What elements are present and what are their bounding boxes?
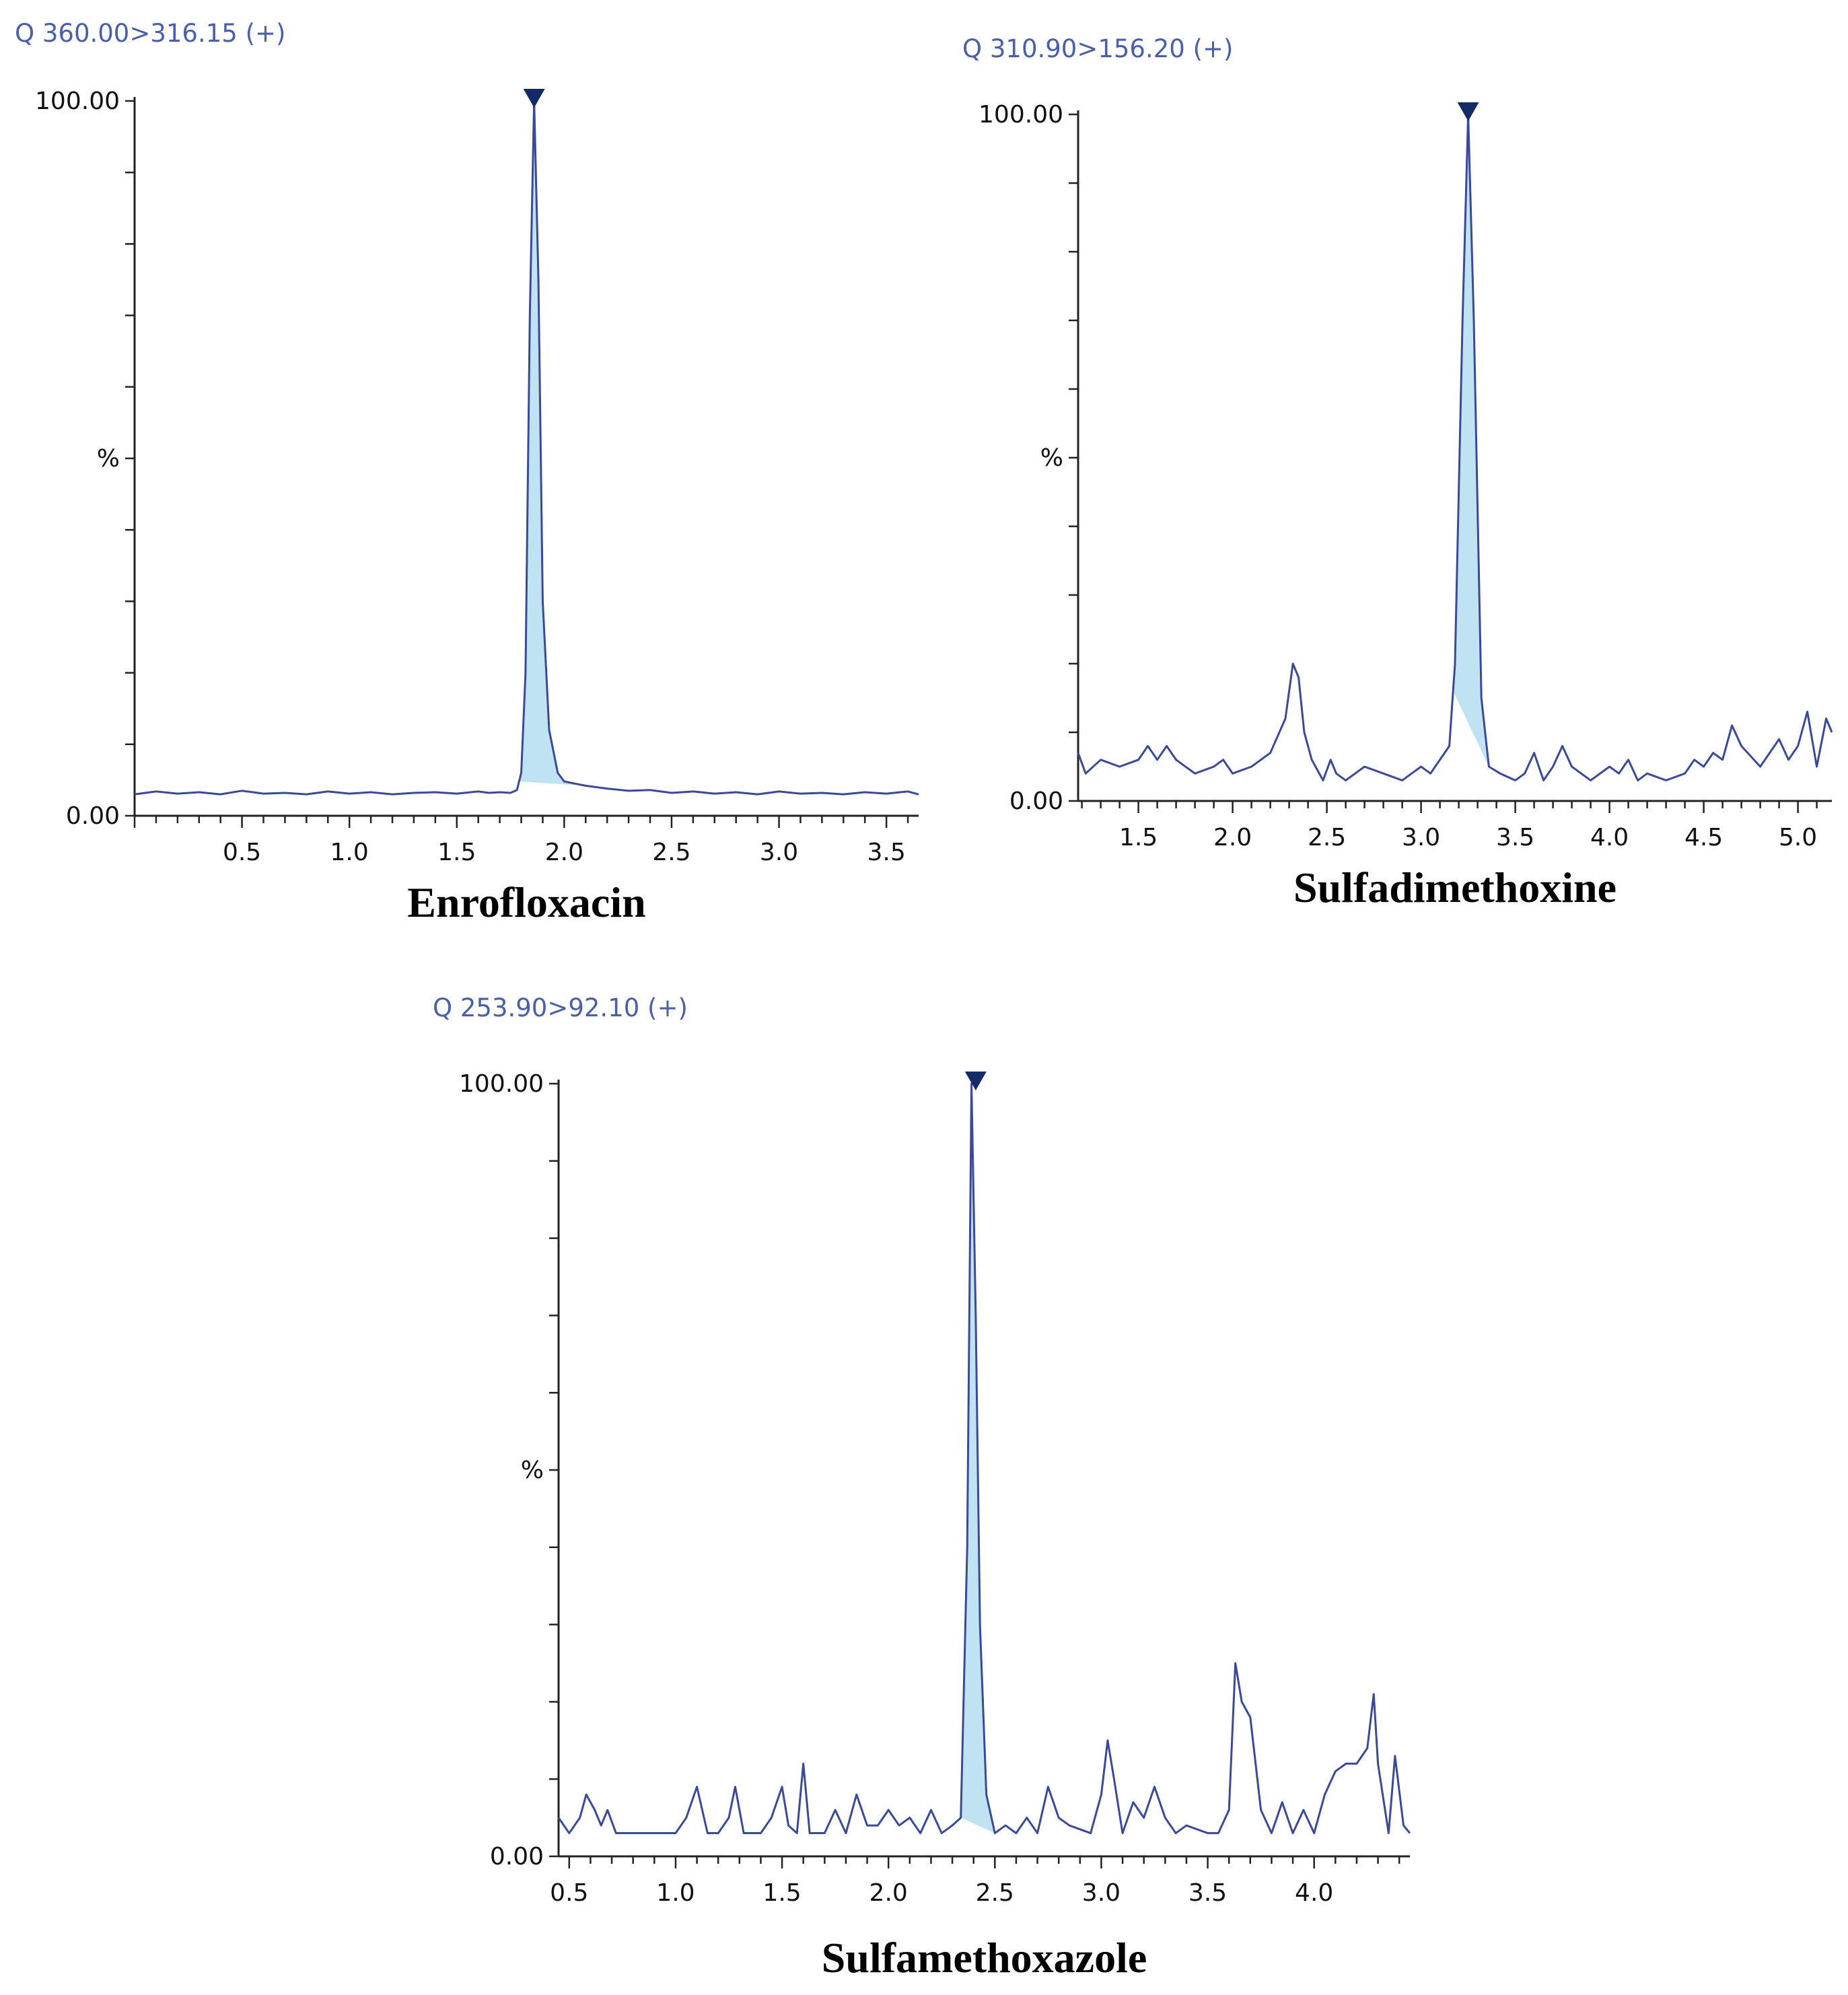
- x-tick-label: 3.5: [1188, 1879, 1227, 1907]
- y-tick-label-top: 100.00: [979, 101, 1063, 129]
- x-tick-label: 5.0: [1779, 824, 1817, 851]
- x-tick-label: 3.5: [1496, 824, 1534, 851]
- y-tick-label-top: 100.00: [35, 88, 120, 115]
- x-tick-label: 0.5: [223, 839, 261, 866]
- compound-title: Sulfadimethoxine: [1293, 864, 1616, 911]
- x-tick-label: 1.5: [1119, 824, 1158, 851]
- channel-label: Q 310.90>156.20 (+): [962, 34, 1233, 63]
- chart-panel-1: Q 360.00>316.15 (+) 100.00 0.00% 0.5 1.0 1.5 2…: [15, 19, 919, 926]
- channel-label: Q 360.00>316.15 (+): [15, 19, 285, 48]
- x-tick-label: 4.0: [1295, 1879, 1333, 1907]
- peak-marker-icon: [523, 89, 545, 108]
- x-tick-label: 2.5: [976, 1879, 1014, 1907]
- chart-panel-3: Q 253.90>92.10 (+) 100.00 0.00% 0.5 1.0 1.5 2.…: [433, 993, 1411, 1982]
- x-tick-label: 3.0: [1402, 824, 1440, 851]
- y-tick-label-bottom: 0.00: [66, 802, 120, 830]
- compound-title: Enrofloxacin: [407, 878, 645, 926]
- chart-panel-2: Q 310.90>156.20 (+) 100.00 0.00% 1.5 2.0 2.5 3…: [962, 34, 1833, 911]
- y-tick-label-top: 100.00: [459, 1070, 544, 1098]
- x-tick-label: 3.0: [1082, 1879, 1121, 1907]
- y-tick-label-bottom: 0.00: [490, 1843, 544, 1870]
- channel-label: Q 253.90>92.10 (+): [433, 993, 688, 1022]
- y-axis-label: %: [521, 1457, 544, 1484]
- x-tick-label: 4.5: [1684, 824, 1723, 851]
- x-tick-label: 1.0: [656, 1879, 695, 1907]
- x-tick-label: 1.5: [762, 1879, 801, 1907]
- peak-area: [960, 1084, 995, 1833]
- x-tick-label: 4.0: [1590, 824, 1629, 851]
- chromatogram-trace: [557, 1082, 1411, 1835]
- peak-marker-icon: [964, 1072, 987, 1090]
- peak-area: [519, 101, 586, 786]
- x-tick-label: 2.5: [652, 839, 690, 866]
- compound-title: Sulfamethoxazole: [822, 1934, 1147, 1982]
- x-tick-label: 1.5: [437, 839, 476, 866]
- x-tick-label: 3.0: [760, 839, 798, 866]
- x-tick-label: 2.0: [869, 1879, 908, 1907]
- x-tick-label: 2.5: [1308, 824, 1346, 851]
- y-axis-label: %: [1040, 444, 1063, 472]
- x-tick-label: 0.5: [550, 1879, 588, 1907]
- peak-marker-icon: [1457, 102, 1479, 121]
- x-tick-label: 3.5: [867, 839, 905, 866]
- y-tick-label-bottom: 0.00: [1009, 788, 1063, 815]
- x-tick-label: 2.0: [1213, 824, 1252, 851]
- x-tick-label: 1.0: [330, 839, 369, 866]
- peak-area: [1453, 114, 1489, 767]
- x-tick-label: 2.0: [545, 839, 583, 866]
- y-axis-label: %: [97, 445, 120, 473]
